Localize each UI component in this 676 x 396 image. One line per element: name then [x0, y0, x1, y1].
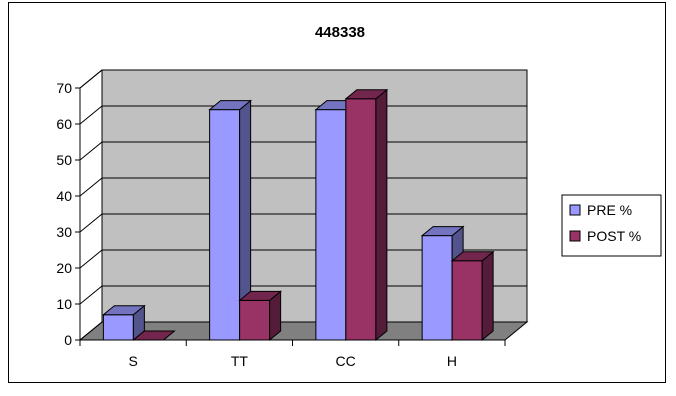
bar-front [451, 260, 483, 341]
bar [450, 250, 495, 342]
chart-title: 448338 [315, 24, 365, 41]
y-axis-ticks: 0 10 20 30 40 50 60 70 [56, 80, 80, 348]
y-tick-label: 40 [56, 188, 72, 204]
gridline-side [79, 141, 103, 161]
gridline-side [79, 105, 103, 125]
bar-front [421, 235, 453, 341]
gridline-side [79, 249, 103, 269]
x-tick-label: S [128, 353, 137, 369]
bar-top [344, 89, 389, 100]
y-tick-label: 0 [64, 332, 72, 348]
bar-top [238, 290, 283, 301]
y-tick-label: 70 [56, 80, 72, 96]
bar [238, 290, 283, 342]
bar-front [209, 109, 241, 341]
legend-label: PRE % [587, 202, 632, 218]
bar-front [315, 109, 347, 341]
legend-swatch [569, 204, 581, 216]
bar-top [101, 305, 146, 316]
bar-front [345, 98, 377, 341]
wall-top-edge [79, 69, 103, 89]
y-tick-label: 30 [56, 224, 72, 240]
gridline-side [79, 177, 103, 197]
bar [101, 304, 146, 342]
bar-side [375, 88, 388, 342]
gridline-side [79, 213, 103, 233]
y-tick-label: 50 [56, 152, 72, 168]
bar-top [450, 251, 495, 262]
y-tick-label: 10 [56, 296, 72, 312]
bar-front [102, 314, 134, 341]
gridline-side [79, 321, 103, 341]
bar-front [239, 299, 271, 341]
legend-swatch [569, 230, 581, 242]
bar-side [481, 250, 494, 342]
legend-label: POST % [587, 228, 641, 244]
legend: PRE % POST % [561, 194, 662, 257]
y-tick-label: 60 [56, 116, 72, 132]
x-tick-label: CC [336, 353, 356, 369]
bar-top [208, 100, 253, 111]
bar [344, 88, 389, 342]
gridline-side [79, 285, 103, 305]
x-tick-label: H [447, 353, 457, 369]
y-tick-label: 20 [56, 260, 72, 276]
x-tick-label: TT [231, 353, 249, 369]
bar-top [420, 226, 465, 237]
x-axis-ticks: S TT CC H [79, 340, 506, 369]
